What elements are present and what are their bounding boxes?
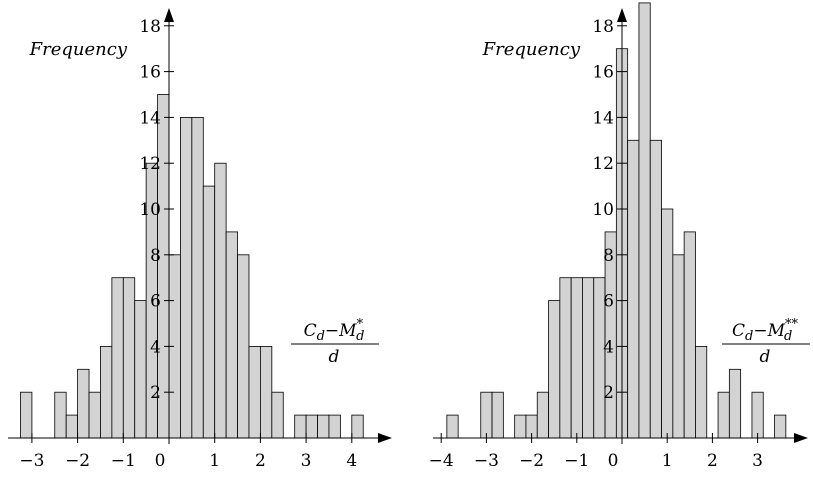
x-tick-label: −3 <box>474 451 499 471</box>
y-tick-label: 8 <box>603 246 614 266</box>
histogram-bar <box>111 277 124 439</box>
histogram-bar <box>88 391 101 439</box>
histogram-bar <box>259 345 273 439</box>
y-tick-label: 6 <box>150 292 161 312</box>
histogram-bar <box>100 345 113 439</box>
x-tick-label: 1 <box>662 451 673 471</box>
y-tick-label: 2 <box>150 383 161 403</box>
histogram-bar <box>514 414 527 439</box>
histogram-bar <box>134 300 147 439</box>
y-tick-label: 12 <box>139 154 161 174</box>
y-axis-label: Frequency <box>482 39 581 60</box>
histogram-bar <box>20 391 33 439</box>
y-tick-label: 12 <box>592 154 614 174</box>
histogram-bar <box>559 277 572 439</box>
histogram-bar <box>661 208 674 439</box>
x-axis-label: Cd−M** d d <box>722 317 810 367</box>
histogram-bar <box>548 300 561 439</box>
x-tick-label: −1 <box>111 451 136 471</box>
x-axis-label-numerator: Cd−M* d <box>304 317 365 344</box>
x-tick-label: −2 <box>65 451 90 471</box>
histogram-bar <box>305 414 318 439</box>
x-tick-label: 2 <box>707 451 718 471</box>
histogram-bar <box>294 414 307 439</box>
x-tick-label: −2 <box>519 451 544 471</box>
histogram-bar <box>54 391 67 439</box>
histogram-bar <box>122 277 136 439</box>
x-axis-arrow-icon <box>794 433 808 443</box>
y-tick-label: 4 <box>150 337 161 357</box>
histogram-bar <box>237 254 250 439</box>
histogram-bar <box>491 391 504 439</box>
histogram-bar <box>728 368 742 439</box>
histogram-bar <box>480 391 493 439</box>
histogram-bar <box>317 414 330 439</box>
histogram-bar <box>214 162 227 439</box>
x-tick-label: 0 <box>608 451 619 471</box>
x-axis-label: Cd−M* d d <box>291 317 379 367</box>
histogram-bar <box>191 117 204 439</box>
x-tick-label: 1 <box>209 451 220 471</box>
histogram-bar <box>65 414 78 439</box>
y-tick-label: 16 <box>139 63 161 83</box>
histogram-bar <box>328 414 341 439</box>
x-axis-label-denominator: d <box>760 347 771 367</box>
histogram-bar <box>638 2 651 439</box>
histogram-bar <box>77 368 90 439</box>
histogram-bar <box>717 391 730 439</box>
y-tick-label: 4 <box>603 337 614 357</box>
x-tick-label: 0 <box>155 451 166 471</box>
y-tick-label: 6 <box>603 292 614 312</box>
histogram-bar <box>570 277 583 439</box>
histogram-bar <box>248 345 261 439</box>
histogram-bar <box>774 414 787 439</box>
y-tick-label: 10 <box>139 200 161 220</box>
y-tick-label: 10 <box>592 200 614 220</box>
histogram-bar <box>225 231 238 439</box>
x-axis-label-denominator: d <box>329 347 340 367</box>
histogram-bar <box>180 117 193 439</box>
x-tick-label: 3 <box>301 451 312 471</box>
histogram-bar <box>649 139 662 439</box>
y-axis-label: Frequency <box>29 39 128 60</box>
x-tick-label: −1 <box>564 451 589 471</box>
y-axis-arrow-icon <box>617 8 627 22</box>
histogram-bar <box>202 185 216 439</box>
histogram-bar <box>627 139 640 439</box>
histogram-bar <box>582 277 595 439</box>
y-tick-label: 8 <box>150 246 161 266</box>
x-tick-label: 3 <box>752 451 763 471</box>
histogram-bar <box>271 391 284 439</box>
histogram-bar <box>683 231 696 439</box>
x-tick-label: −3 <box>19 451 44 471</box>
histogram-bar <box>695 345 708 439</box>
histogram-bar <box>351 414 364 439</box>
histogram-bar <box>751 391 764 439</box>
y-tick-label: 14 <box>139 108 161 128</box>
y-axis-arrow-icon <box>164 8 174 22</box>
histogram-bar <box>446 414 459 439</box>
y-tick-label: 16 <box>592 63 614 83</box>
y-tick-label: 18 <box>592 17 614 37</box>
x-tick-label: −4 <box>429 451 454 471</box>
y-tick-label: 14 <box>592 108 614 128</box>
y-tick-label: 2 <box>603 383 614 403</box>
x-axis-label-numerator: Cd−M** d <box>732 317 799 344</box>
histogram-bar <box>672 254 685 439</box>
x-tick-label: 2 <box>255 451 266 471</box>
histogram-bar <box>536 391 549 439</box>
x-axis-arrow-icon <box>378 433 392 443</box>
y-tick-label: 18 <box>139 17 161 37</box>
x-tick-label: 4 <box>346 451 357 471</box>
